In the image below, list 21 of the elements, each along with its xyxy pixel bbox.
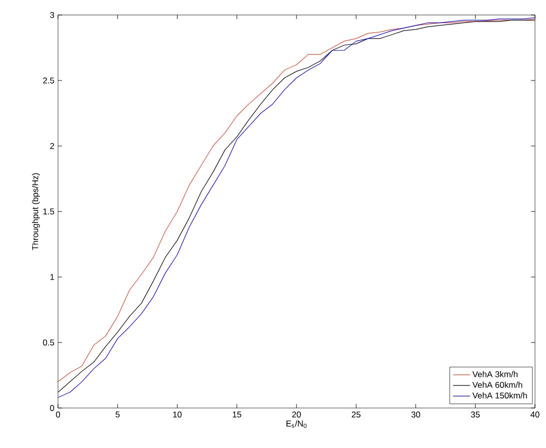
x-tick-label: 35 xyxy=(470,412,480,418)
y-tick-label: 1 xyxy=(50,274,54,280)
legend-label: VehA 150km/h xyxy=(472,392,527,398)
y-tick-label: 0.5 xyxy=(43,340,54,346)
y-tick-label: 2 xyxy=(50,143,54,149)
x-tick-label: 30 xyxy=(411,412,420,418)
x-tick-label: 5 xyxy=(116,412,120,418)
y-axis-title: Throughput (bps/Hz) xyxy=(32,173,40,250)
y-tick-label: 2.5 xyxy=(43,78,54,84)
x-tick-label: 40 xyxy=(530,412,540,418)
legend-label: VehA 3km/h xyxy=(472,371,518,378)
y-tick-label: 3 xyxy=(50,12,54,18)
x-tick-label: 20 xyxy=(292,412,301,418)
y-tick-label: 0 xyxy=(50,405,54,411)
x-tick-label: 0 xyxy=(56,412,60,418)
y-tick-label: 1.5 xyxy=(43,208,54,214)
legend-label: VehA 60km/h xyxy=(472,382,522,388)
x-axis-title: E$_{s}$/N$_{0}$ xyxy=(286,420,306,428)
x-tick-label: 15 xyxy=(232,412,242,418)
x-tick-label: 10 xyxy=(173,412,182,418)
x-tick-label: 25 xyxy=(352,412,360,418)
